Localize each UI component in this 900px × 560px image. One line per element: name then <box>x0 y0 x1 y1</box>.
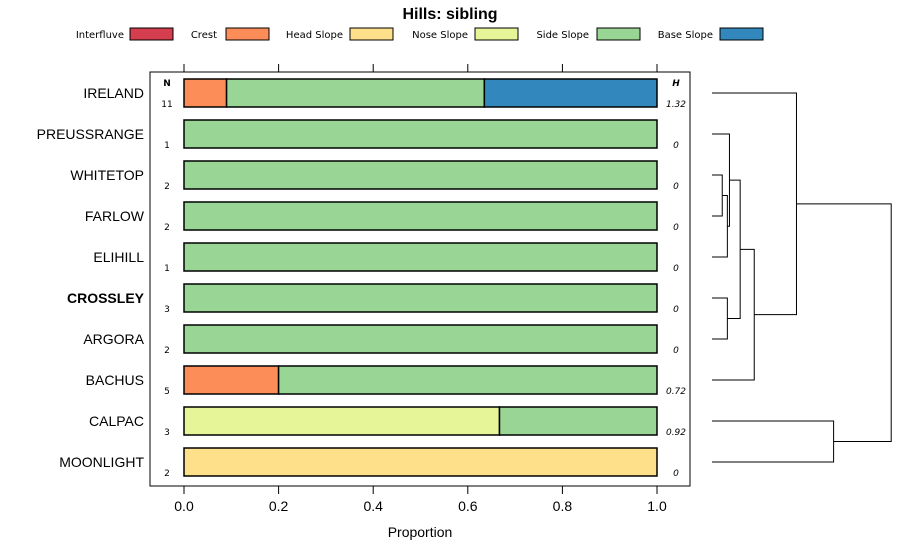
x-axis-label: Proportion <box>388 524 453 540</box>
x-tick-label: 0.2 <box>269 498 289 514</box>
bar-segment-side-slope <box>183 201 658 231</box>
x-tick-label: 0.4 <box>363 498 383 514</box>
bar-segment-side-slope <box>183 283 658 313</box>
legend-swatch-crest <box>225 27 270 41</box>
legend-swatch-nose-slope <box>474 27 519 41</box>
bar-segment-nose-slope <box>183 406 501 436</box>
dendrogram <box>712 92 892 463</box>
bar-segment-side-slope <box>183 242 658 272</box>
h-value: 0 <box>673 346 679 356</box>
chart-title: Hills: sibling <box>402 6 497 23</box>
row-label: PREUSSRANGE <box>37 126 144 142</box>
dendrogram-branch <box>712 195 728 258</box>
legend-swatch-head-slope <box>349 27 394 41</box>
n-value: 11 <box>161 100 172 110</box>
row-farlow: FARLOW 2 0 <box>85 201 679 233</box>
x-tick-label: 1.0 <box>647 498 667 514</box>
bar-segment-crest <box>183 78 228 108</box>
row-label: IRELAND <box>83 85 144 101</box>
bar-segment-side-slope <box>183 160 658 190</box>
row-label: ARGORA <box>83 331 144 347</box>
dendrogram-branch <box>712 248 755 381</box>
n-value: 1 <box>164 264 170 274</box>
legend: Interfluve Crest Head Slope Nose Slope Side … <box>76 27 764 41</box>
n-column-header: N <box>163 79 171 89</box>
h-value: 0.72 <box>666 387 686 397</box>
row-label: ELIHILL <box>93 249 144 265</box>
bar-segment-side-slope <box>225 78 486 108</box>
row-moonlight: MOONLIGHT 2 0 <box>59 447 679 479</box>
dendrogram-branch <box>712 133 730 227</box>
legend-label-base-slope: Base Slope <box>658 30 713 41</box>
dendrogram-branch <box>796 203 892 442</box>
legend-label-interfluve: Interfluve <box>76 30 124 41</box>
legend-label-nose-slope: Nose Slope <box>412 30 468 41</box>
row-ireland: IRELAND 11 1.32 <box>83 78 686 110</box>
h-value: 0 <box>673 141 679 151</box>
h-value: 0.92 <box>666 428 686 438</box>
row-whitetop: WHITETOP 2 0 <box>70 160 679 192</box>
h-value: 0 <box>673 305 679 315</box>
row-crossley: CROSSLEY 3 0 <box>67 283 679 315</box>
bar-segment-side-slope <box>183 324 658 354</box>
h-value: 0 <box>673 264 679 274</box>
row-label: FARLOW <box>85 208 145 224</box>
row-label: MOONLIGHT <box>59 454 144 470</box>
bar-segment-crest <box>183 365 280 395</box>
n-value: 2 <box>164 346 170 356</box>
h-value: 0 <box>673 469 679 479</box>
row-label: CALPAC <box>89 413 144 429</box>
row-label: CROSSLEY <box>67 290 145 306</box>
h-value: 0 <box>673 223 679 233</box>
n-value: 2 <box>164 469 170 479</box>
dendrogram-branch <box>712 174 723 217</box>
bar-segment-side-slope <box>277 365 658 395</box>
n-value: 2 <box>164 182 170 192</box>
bar-segment-side-slope <box>498 406 658 436</box>
bar-segment-side-slope <box>183 119 658 149</box>
bar-segment-head-slope <box>183 447 658 477</box>
row-label: WHITETOP <box>70 167 144 183</box>
row-bachus: BACHUS 5 0.72 <box>86 365 686 397</box>
h-value: 0 <box>673 182 679 192</box>
legend-label-head-slope: Head Slope <box>286 30 343 41</box>
n-value: 5 <box>164 387 170 397</box>
h-column-header: H <box>672 79 680 89</box>
n-value: 1 <box>164 141 170 151</box>
legend-swatch-interfluve <box>129 27 174 41</box>
h-value: 1.32 <box>666 100 686 110</box>
row-calpac: CALPAC 3 0.92 <box>89 406 686 438</box>
n-value: 2 <box>164 223 170 233</box>
plot-border <box>149 71 691 487</box>
x-tick-label: 0.0 <box>174 498 194 514</box>
n-value: 3 <box>164 305 170 315</box>
dendrogram-branch <box>712 297 728 340</box>
legend-label-side-slope: Side Slope <box>536 30 589 41</box>
legend-swatch-side-slope <box>596 27 641 41</box>
row-label: BACHUS <box>86 372 144 388</box>
row-elihill: ELIHILL 1 0 <box>93 242 679 274</box>
bar-segment-base-slope <box>483 78 658 108</box>
n-value: 3 <box>164 428 170 438</box>
dendrogram-branch <box>712 420 835 463</box>
x-tick-label: 0.8 <box>553 498 573 514</box>
legend-label-crest: Crest <box>191 30 217 41</box>
x-tick-label: 0.6 <box>458 498 478 514</box>
row-preussrange: PREUSSRANGE 1 0 <box>37 119 679 151</box>
legend-swatch-base-slope <box>719 27 764 41</box>
row-argora: ARGORA 2 0 <box>83 324 679 356</box>
